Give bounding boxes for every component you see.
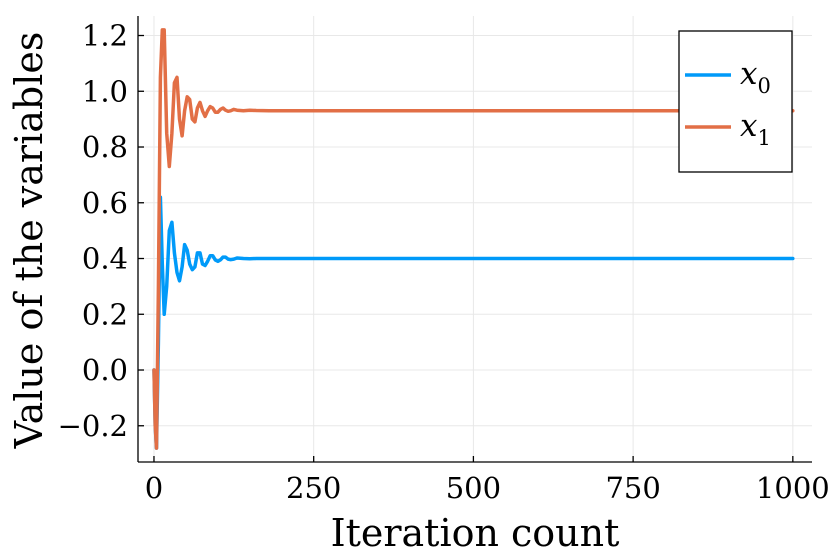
series-lines (152, 28, 795, 450)
x-ticks: 0 250 500 750 1000 (145, 456, 830, 505)
legend-label-x1: x1 (740, 108, 771, 150)
legend-label-x0: x0 (740, 56, 771, 98)
series-line-x0 (152, 195, 795, 450)
y-tick-label: 1.2 (82, 19, 128, 53)
y-tick-label: 0.0 (82, 353, 128, 387)
axes (137, 16, 812, 463)
x-tick-label: 0 (145, 471, 163, 505)
y-axis-title: Value of the variables (7, 32, 51, 450)
y-tick-label: 0.8 (82, 130, 128, 164)
legend-box (678, 30, 793, 173)
y-tick-label: −0.2 (58, 409, 128, 443)
x-tick-label: 1000 (756, 471, 830, 505)
x-tick-label: 500 (446, 471, 501, 505)
x-tick-label: 750 (605, 471, 660, 505)
y-tick-label: 0.6 (82, 186, 128, 220)
y-tick-label: 0.2 (82, 297, 128, 331)
x-axis-title: Iteration count (331, 511, 620, 554)
y-tick-label: 1.0 (82, 74, 128, 108)
x-tick-label: 250 (286, 471, 341, 505)
series-line-x1 (152, 28, 795, 450)
y-tick-label: 0.4 (82, 242, 128, 276)
y-ticks: −0.2 0.0 0.2 0.4 0.6 0.8 1.0 1.2 (58, 19, 144, 443)
legend: x0 x1 (678, 30, 793, 173)
